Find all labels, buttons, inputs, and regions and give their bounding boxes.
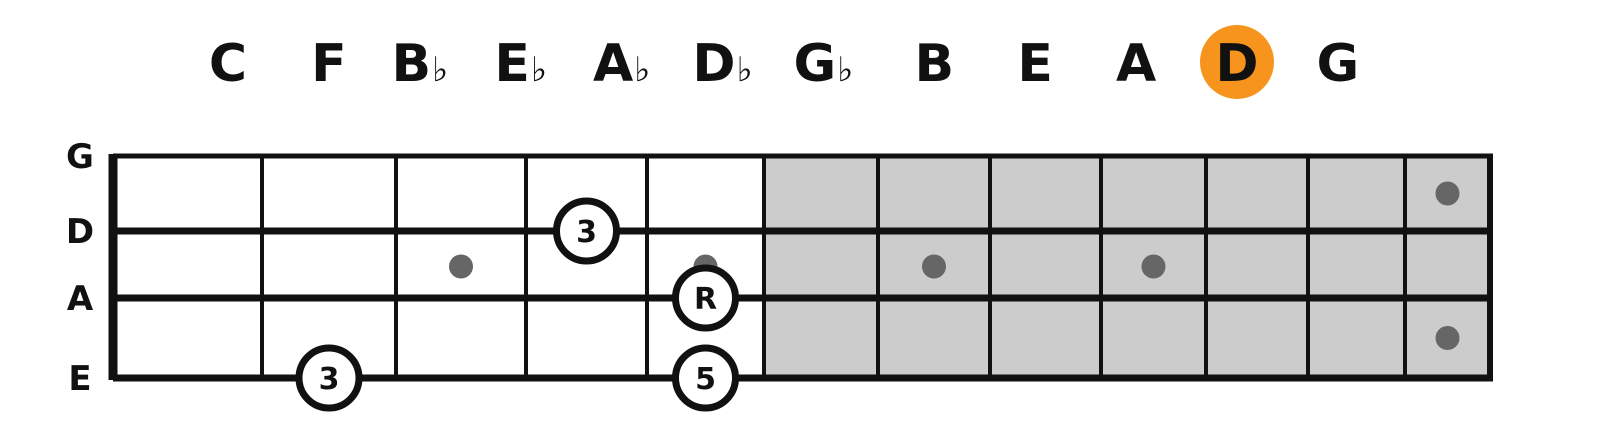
circle-of-fourths-row: C F B♭ E♭ A♭ D♭ G♭ B E A D G <box>209 25 1359 99</box>
note-label-2: F <box>311 34 347 94</box>
note-marker-label: 3 <box>576 215 597 250</box>
inlay-dot-5 <box>1435 181 1460 206</box>
note-label-9: E <box>1017 34 1053 94</box>
note-marker-ring <box>672 264 739 332</box>
string-label-E: E <box>68 359 91 399</box>
fretboard-unshaded-region <box>113 156 764 378</box>
note-label-12: G <box>1317 34 1360 94</box>
fretboard-shaded-region <box>764 156 1490 378</box>
note-marker-5-e-string: 5 <box>672 344 739 412</box>
note-marker-label: 3 <box>319 362 340 397</box>
string-label-D: D <box>66 212 94 252</box>
note-marker-label: R <box>694 282 717 317</box>
note-marker-ring <box>553 197 620 265</box>
note-label-10: A <box>1116 34 1156 94</box>
note-marker-3-d-string: 3 <box>553 197 620 265</box>
note-label-8: B <box>914 34 954 94</box>
inlay-dot-6 <box>1435 326 1460 350</box>
note-label-1: C <box>209 34 247 94</box>
note-marker-3-e-string: 3 <box>295 344 363 412</box>
note-label-6: D♭ <box>692 34 752 94</box>
note-label-7: G♭ <box>794 34 854 94</box>
note-marker-R-a-string: R <box>672 264 739 332</box>
inlay-dot-4 <box>1141 254 1166 279</box>
string-label-G: G <box>66 137 94 177</box>
fretboard <box>108 153 1493 382</box>
note-label-4: E♭ <box>494 34 547 94</box>
note-label-5: A♭ <box>593 34 650 94</box>
note-label-11: D <box>1215 34 1258 94</box>
note-markers: 3 R 3 5 <box>295 197 739 412</box>
string-label-A: A <box>67 279 94 319</box>
note-marker-label: 5 <box>695 362 716 397</box>
inlay-dot-1 <box>449 254 473 279</box>
note-marker-ring <box>672 344 739 412</box>
note-label-3: B♭ <box>391 34 448 94</box>
highlighted-note-circle <box>1200 25 1274 99</box>
note-marker-ring <box>295 344 363 412</box>
inlay-dot-3 <box>922 254 946 279</box>
